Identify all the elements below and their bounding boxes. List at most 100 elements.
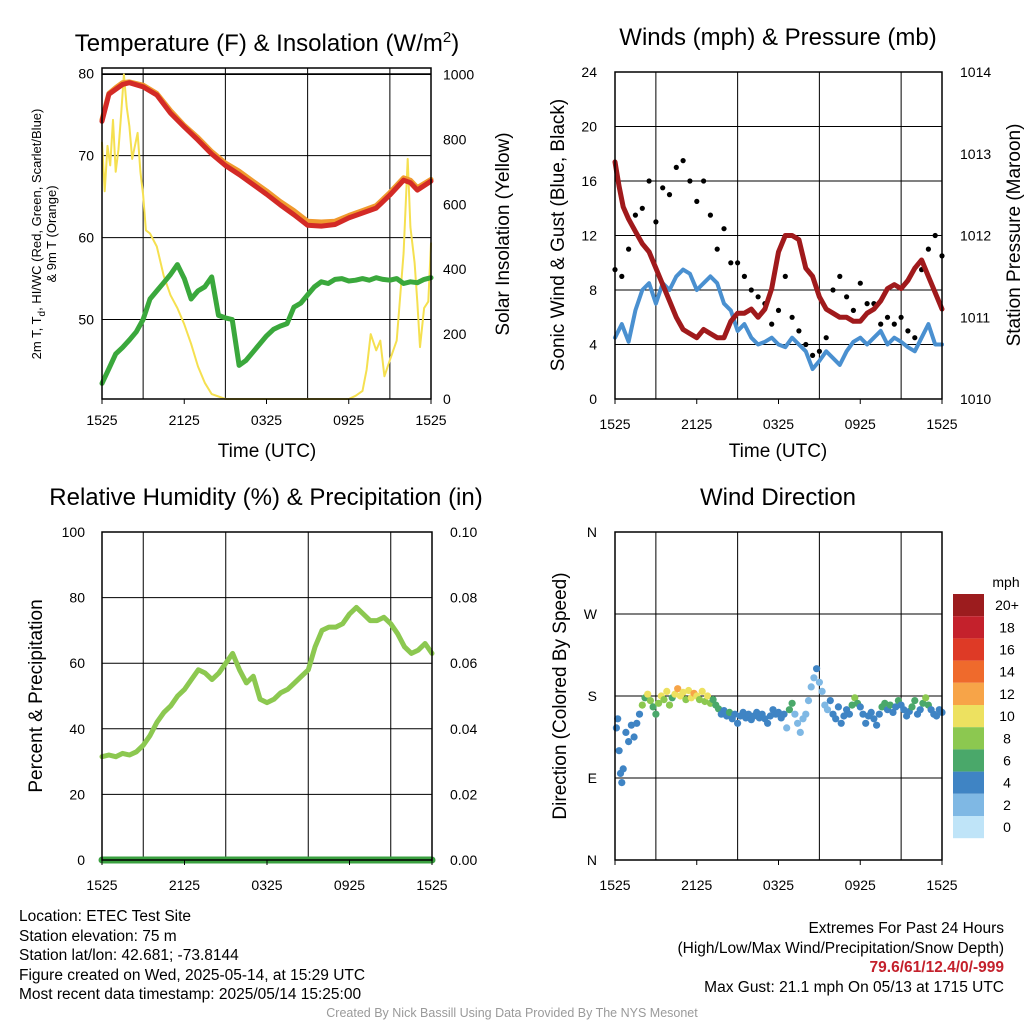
gust-point — [912, 335, 918, 341]
temperature-title: Temperature (F) & Insolation (W/m2) — [75, 29, 459, 57]
direction-point — [774, 708, 783, 717]
direction-point — [630, 733, 638, 741]
gust-point — [816, 348, 823, 354]
colorbar-swatch — [953, 594, 984, 617]
colorbar-swatch — [953, 682, 984, 705]
direction-point — [875, 710, 883, 718]
direction-point — [766, 712, 774, 720]
gust-point — [884, 314, 891, 320]
colorbar-swatch — [953, 793, 984, 816]
direction-point — [870, 715, 878, 723]
right-y-tick-label: 0.04 — [450, 721, 477, 737]
right-y-tick-label: 0.00 — [450, 852, 477, 868]
direction-point — [794, 719, 802, 727]
gust-point — [680, 158, 686, 164]
temperature-ylabel-line2: & 9m T (Orange) — [44, 185, 59, 282]
direction-point — [764, 719, 772, 727]
gust-point — [687, 178, 693, 184]
direction-point — [652, 710, 660, 718]
direction-point — [644, 690, 652, 698]
direction-point — [627, 721, 636, 729]
gust-point — [891, 321, 897, 327]
direction-point — [832, 715, 840, 723]
left-y-tick-label: 80 — [78, 66, 94, 82]
right-y-tick-label: 0 — [443, 391, 451, 407]
right-y-tick-label: 0.10 — [450, 524, 477, 540]
direction-point — [916, 706, 924, 714]
gust-point — [810, 352, 816, 358]
humidity-series — [98, 604, 436, 864]
direction-point — [802, 710, 810, 718]
gust-point — [728, 260, 734, 266]
direction-point — [922, 694, 930, 702]
series-line-solar-insolation — [101, 73, 432, 400]
direction-point — [900, 706, 908, 714]
colorbar-label: 4 — [1003, 775, 1011, 791]
station-latlon: Station lat/lon: 42.681; -73.8144 — [19, 947, 239, 964]
direction-ylabel: Direction (Colored By Speed) — [550, 572, 571, 819]
series-line-dewpoint — [99, 262, 434, 386]
direction-point — [810, 674, 818, 682]
series-line-sonic-wind — [613, 267, 944, 371]
right-y-tick-label: 600 — [443, 196, 467, 212]
x-tick-label: 1525 — [599, 416, 630, 432]
gust-point — [789, 314, 795, 320]
direction-point — [834, 703, 843, 711]
direction-point — [695, 696, 704, 704]
x-tick-label: 1525 — [86, 412, 117, 428]
direction-point — [788, 699, 796, 707]
data-timestamp: Most recent data timestamp: 2025/05/14 1… — [19, 986, 362, 1003]
left-y-tick-label: 60 — [69, 655, 85, 671]
direction-tick-label: N — [587, 524, 597, 540]
direction-point — [709, 696, 717, 704]
colorbar-label: 20+ — [995, 597, 1019, 613]
colorbar-swatch — [953, 660, 984, 683]
gust-point — [701, 178, 707, 184]
gust-point — [796, 328, 802, 334]
direction-point — [731, 710, 739, 718]
direction-point — [783, 724, 791, 732]
gust-point — [694, 198, 700, 204]
right-y-tick-label: 1013 — [960, 146, 991, 162]
colorbar-label: 6 — [1003, 753, 1011, 769]
series-line-2m-t — [99, 80, 434, 229]
direction-point — [862, 719, 870, 727]
colorbar-swatch — [953, 638, 984, 661]
left-y-tick-label: 20 — [581, 119, 597, 135]
direction-point — [867, 708, 875, 717]
gust-point — [653, 219, 659, 225]
gust-point — [857, 280, 863, 286]
extremes-values: 79.6/61/12.4/0/-999 — [869, 959, 1004, 976]
gust-point — [626, 246, 632, 252]
right-y-tick-label: 200 — [443, 326, 467, 342]
direction-point — [807, 683, 815, 691]
series-line-station-pressure — [612, 159, 945, 341]
station-location: Location: ETEC Test Site — [19, 908, 192, 925]
left-y-tick-label: 8 — [589, 282, 597, 298]
direction-point — [845, 710, 854, 718]
direction-point — [614, 715, 622, 723]
humidity-title: Relative Humidity (%) & Precipitation (i… — [49, 484, 482, 511]
gust-point — [823, 335, 829, 341]
gust-point — [666, 192, 673, 198]
insolation-ylabel: Solar Insolation (Yellow) — [493, 132, 514, 335]
gust-point — [639, 205, 645, 211]
right-y-tick-label: 1000 — [443, 66, 474, 82]
left-y-tick-label: 40 — [69, 721, 85, 737]
x-tick-label: 2125 — [681, 877, 712, 893]
gust-point — [755, 294, 761, 300]
gust-point — [673, 164, 679, 170]
direction-point — [911, 697, 919, 705]
direction-point — [889, 708, 897, 717]
direction-point — [679, 688, 687, 697]
gust-point — [925, 246, 932, 252]
left-y-tick-label: 60 — [78, 230, 94, 246]
direction-point — [791, 710, 799, 718]
gust-point — [850, 307, 857, 313]
gust-point — [830, 287, 836, 293]
direction-point — [615, 747, 623, 755]
right-y-tick-label: 1014 — [960, 64, 991, 80]
gust-point — [646, 178, 652, 184]
winds-panel: Winds (mph) & Pressure (mb) 0 4 8 12 16 20 24 1… — [548, 24, 1024, 462]
